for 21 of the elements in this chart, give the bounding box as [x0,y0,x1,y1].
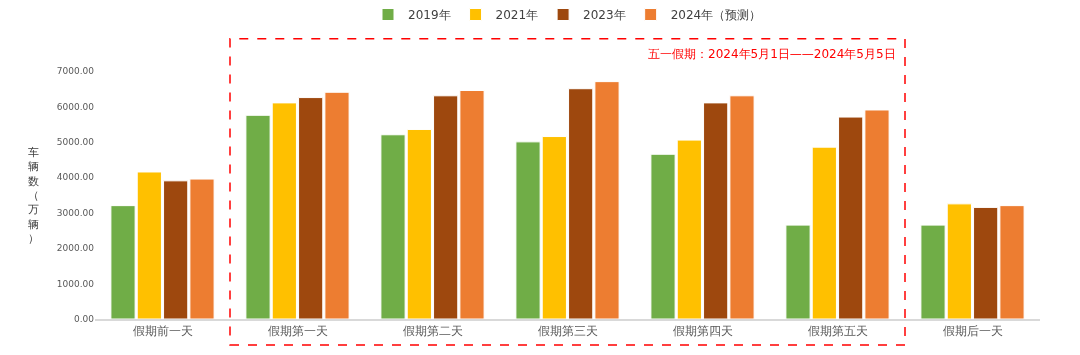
y-tick-label: 2000.00 [56,243,95,254]
y-tick-label: 1000.00 [56,278,95,289]
legend-label: 2019年 [408,8,451,23]
x-tick-label: 假期后一天 [942,324,1003,339]
x-tick-label: 假期第三天 [537,324,598,339]
x-tick-label: 假期第五天 [807,324,868,339]
x-tick-label: 假期第四天 [672,324,733,339]
y-tick-label: 0.00 [73,314,95,325]
y-tick-label: 4000.00 [56,172,95,183]
y-tick-label: 5000.00 [56,137,95,148]
legend-label: 2023年 [583,8,626,23]
text: 五一假期：2024年5月1日——2024年5月5日 [648,47,896,61]
y-axis-title: 车辆数（万辆） [28,146,39,245]
x-tick-label: 假期第一天 [267,324,328,339]
legend-label: 2021年 [495,8,539,23]
y-tick-label: 3000.00 [56,207,95,218]
x-tick-label: 假期第二天 [402,324,463,339]
legend-label: 2024年（预测） [670,8,762,23]
y-tick-label: 6000.00 [56,101,95,112]
x-tick-label: 假期前一天 [132,324,193,339]
y-tick-label: 7000.00 [56,66,95,77]
